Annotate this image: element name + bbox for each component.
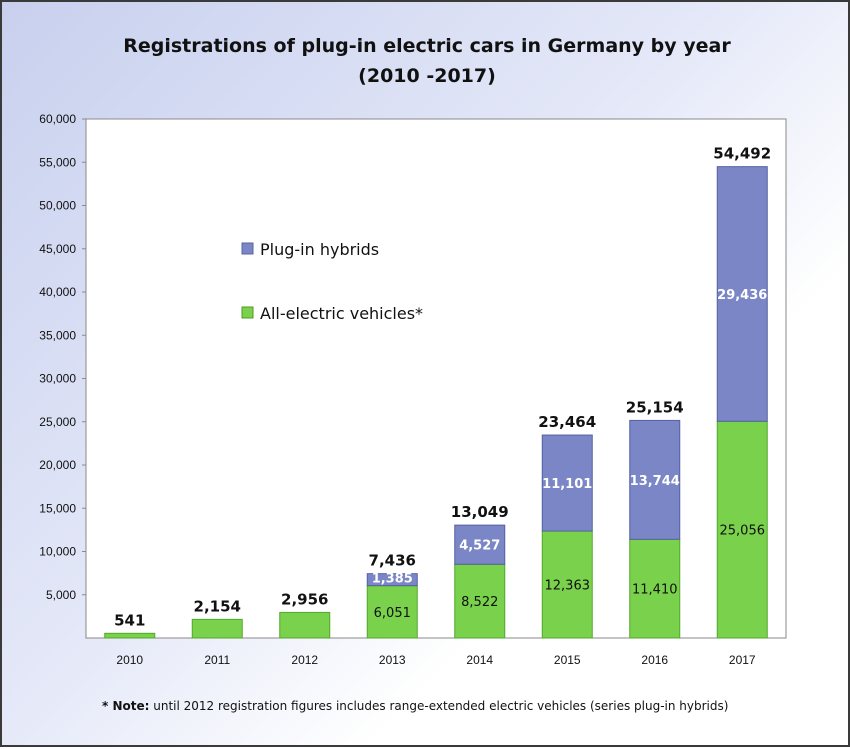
bar-segment-plug-in-hybrid-2014 <box>454 524 506 565</box>
x-tick-label-2017: 2017 <box>729 653 756 667</box>
y-tick-label: 30,000 <box>39 372 76 386</box>
y-tick-label: 20,000 <box>39 458 76 472</box>
y-tick-label: 35,000 <box>39 328 76 342</box>
y-tick-label: 45,000 <box>39 242 76 256</box>
footnote-prefix: * Note: <box>102 699 149 713</box>
bar-segment-plug-in-hybrid-2017 <box>716 166 768 422</box>
total-label-2011: 2,154 <box>194 597 241 615</box>
segment-label-2014-0: 8,522 <box>461 595 498 610</box>
bar-segment-all-electric-2010 <box>104 632 156 639</box>
legend: Plug-in hybrids All-electric vehicles* <box>241 240 423 323</box>
segment-label-2016-1: 13,744 <box>630 474 680 489</box>
chart-title: Registrations of plug-in electric cars i… <box>123 35 731 57</box>
x-tick-label-2014: 2014 <box>466 653 493 667</box>
x-tick-label-2015: 2015 <box>554 653 581 667</box>
bar-segment-plug-in-hybrid-2016 <box>629 419 681 540</box>
y-tick-label: 40,000 <box>39 285 76 299</box>
x-tick-label-2011: 2011 <box>204 653 230 667</box>
bar-segment-plug-in-hybrid-2015 <box>541 434 593 532</box>
x-tick-label-2010: 2010 <box>116 653 143 667</box>
legend-label-all-electric: All-electric vehicles* <box>260 304 423 323</box>
total-label-2013: 7,436 <box>369 552 416 570</box>
y-tick-label: 60,000 <box>39 112 76 126</box>
bars-group: 541 2,154 2,956 6,051 1,385 7,436 8,522 4,527 13… <box>104 145 771 639</box>
chart-subtitle: (2010 -2017) <box>358 65 496 87</box>
y-tick-label: 5,000 <box>46 588 76 602</box>
total-label-2010: 541 <box>114 611 145 629</box>
y-tick-label: 50,000 <box>39 199 76 213</box>
total-label-2012: 2,956 <box>281 590 328 608</box>
plot-area <box>85 118 787 639</box>
legend-swatch-all-electric <box>241 306 254 319</box>
y-tick-label: 15,000 <box>39 501 76 515</box>
y-tick-label: 10,000 <box>39 545 76 559</box>
bar-segment-all-electric-2012 <box>279 611 331 639</box>
x-tick-label-2012: 2012 <box>291 653 318 667</box>
bar-segment-all-electric-2013 <box>366 585 418 639</box>
bar-segment-all-electric-2015 <box>541 530 593 639</box>
segment-label-2017-1: 29,436 <box>717 288 767 303</box>
y-axis: 60,000 55,000 50,000 45,000 40,000 35,000 30,0… <box>39 112 86 602</box>
bar-segment-plug-in-hybrid-2013 <box>366 573 418 587</box>
y-tick-label: 55,000 <box>39 155 76 169</box>
total-label-2016: 25,154 <box>626 398 684 416</box>
segment-label-2013-0: 6,051 <box>374 606 411 621</box>
x-tick-label-2016: 2016 <box>641 653 668 667</box>
total-label-2017: 54,492 <box>713 145 771 163</box>
y-tick-label: 25,000 <box>39 415 76 429</box>
segment-label-2016-0: 11,410 <box>632 583 678 598</box>
segment-label-2017-0: 25,056 <box>720 524 766 539</box>
segment-label-2015-1: 11,101 <box>542 477 592 492</box>
bar-segment-all-electric-2011 <box>191 618 243 639</box>
total-label-2015: 23,464 <box>538 413 596 431</box>
footnote: * Note: until 2012 registration figures … <box>102 699 728 713</box>
x-tick-label-2013: 2013 <box>379 653 406 667</box>
legend-swatch-plug-in-hybrids <box>241 242 254 255</box>
x-axis: 2010 2011 2012 2013 2014 2015 2016 2017 <box>116 653 756 667</box>
segment-label-2014-1: 4,527 <box>459 539 500 554</box>
legend-label-plug-in-hybrids: Plug-in hybrids <box>260 240 379 259</box>
segment-label-2013-1: 1,385 <box>372 572 413 587</box>
segment-label-2015-0: 12,363 <box>545 579 591 594</box>
footnote-text: until 2012 registration figures includes… <box>149 699 728 713</box>
total-label-2014: 13,049 <box>451 503 509 521</box>
bar-segment-all-electric-2017 <box>716 420 768 639</box>
